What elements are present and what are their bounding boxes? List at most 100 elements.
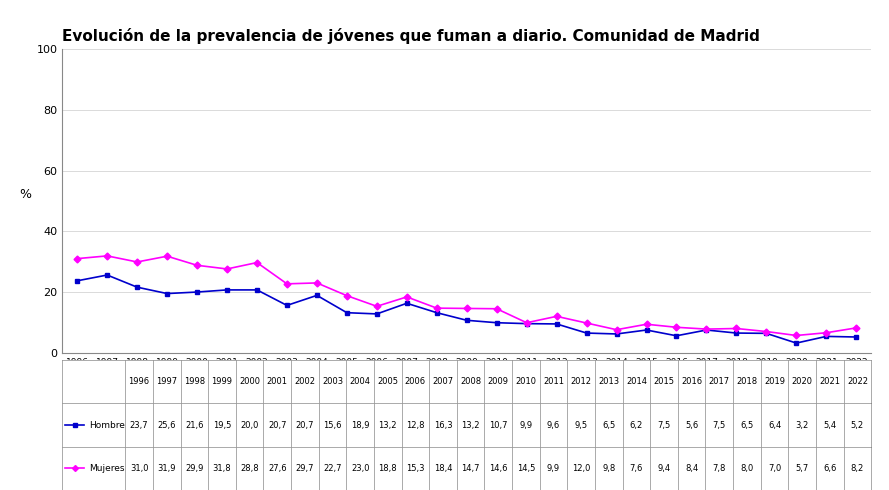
Hombres — [102, 272, 113, 278]
Text: 14,7: 14,7 — [461, 464, 480, 473]
Text: 9,4: 9,4 — [658, 464, 670, 473]
Hombres — [612, 331, 622, 337]
Mujeres — [581, 320, 592, 326]
Text: 10,7: 10,7 — [489, 420, 508, 430]
Mujeres — [102, 253, 113, 259]
Text: 18,4: 18,4 — [434, 464, 453, 473]
Text: 27,6: 27,6 — [268, 464, 286, 473]
Text: 2002: 2002 — [294, 377, 316, 386]
Text: 13,2: 13,2 — [379, 420, 397, 430]
Hombres — [701, 327, 712, 333]
Text: 19,5: 19,5 — [212, 420, 231, 430]
Mujeres — [372, 303, 382, 309]
Text: 6,4: 6,4 — [768, 420, 781, 430]
Hombres — [551, 321, 562, 327]
Text: 5,7: 5,7 — [796, 464, 809, 473]
Text: Hombres: Hombres — [89, 420, 129, 430]
Text: 16,3: 16,3 — [434, 420, 453, 430]
Text: 2007: 2007 — [432, 377, 453, 386]
Text: 8,2: 8,2 — [851, 464, 864, 473]
Text: 7,8: 7,8 — [713, 464, 726, 473]
Mujeres — [791, 333, 802, 339]
Hombres — [282, 302, 292, 308]
Text: 2005: 2005 — [377, 377, 398, 386]
Mujeres — [461, 305, 472, 311]
Hombres — [221, 287, 232, 293]
Text: 2004: 2004 — [349, 377, 371, 386]
Hombres — [821, 334, 831, 340]
Mujeres — [341, 293, 352, 298]
Text: 6,5: 6,5 — [602, 420, 615, 430]
Line: Hombres: Hombres — [75, 272, 859, 345]
Text: 31,8: 31,8 — [212, 464, 231, 473]
Text: 8,4: 8,4 — [685, 464, 698, 473]
Mujeres — [492, 306, 502, 312]
Hombres — [521, 320, 532, 326]
Text: Evolución de la prevalencia de jóvenes que fuman a diario. Comunidad de Madrid: Evolución de la prevalencia de jóvenes q… — [62, 27, 760, 44]
Mujeres — [551, 314, 562, 319]
Text: 2009: 2009 — [488, 377, 509, 386]
Text: 1996: 1996 — [129, 377, 149, 386]
Text: 3,2: 3,2 — [796, 420, 809, 430]
Text: 21,6: 21,6 — [185, 420, 204, 430]
Text: 14,6: 14,6 — [489, 464, 508, 473]
Mujeres — [282, 281, 292, 287]
Mujeres — [821, 330, 831, 336]
Text: 7,5: 7,5 — [657, 420, 670, 430]
Text: 29,7: 29,7 — [296, 464, 314, 473]
Text: 6,6: 6,6 — [823, 464, 837, 473]
Mujeres — [162, 253, 172, 259]
Text: 6,2: 6,2 — [629, 420, 643, 430]
Text: 2006: 2006 — [404, 377, 426, 386]
Text: 2003: 2003 — [322, 377, 343, 386]
Mujeres — [701, 326, 712, 332]
Hombres — [192, 289, 203, 295]
Text: 2015: 2015 — [653, 377, 675, 386]
Hombres — [492, 320, 502, 326]
Text: 1997: 1997 — [156, 377, 177, 386]
Text: 12,8: 12,8 — [406, 420, 425, 430]
Hombres — [341, 310, 352, 316]
Mujeres — [132, 259, 142, 265]
Text: 7,5: 7,5 — [713, 420, 726, 430]
Mujeres — [192, 262, 203, 268]
Text: 2000: 2000 — [239, 377, 260, 386]
Hombres — [402, 300, 412, 306]
Text: 12,0: 12,0 — [572, 464, 590, 473]
Hombres — [581, 330, 592, 336]
Text: 2008: 2008 — [461, 377, 481, 386]
Text: 23,0: 23,0 — [351, 464, 370, 473]
Text: 9,8: 9,8 — [602, 464, 615, 473]
Mujeres — [521, 320, 532, 326]
Hombres — [372, 311, 382, 317]
Text: 2013: 2013 — [598, 377, 620, 386]
Text: 28,8: 28,8 — [240, 464, 259, 473]
Hombres — [431, 310, 442, 316]
Hombres — [671, 333, 682, 339]
Text: 9,5: 9,5 — [574, 420, 588, 430]
Mujeres — [731, 325, 741, 331]
Text: 8,0: 8,0 — [741, 464, 754, 473]
Mujeres — [221, 266, 232, 272]
Mujeres — [671, 324, 682, 330]
Text: 2019: 2019 — [764, 377, 785, 386]
Text: 9,6: 9,6 — [547, 420, 560, 430]
Text: 31,9: 31,9 — [157, 464, 176, 473]
Line: Mujeres: Mujeres — [75, 253, 859, 338]
Text: 2001: 2001 — [267, 377, 288, 386]
Mujeres — [72, 256, 83, 262]
Text: 18,8: 18,8 — [379, 464, 397, 473]
Text: 1998: 1998 — [184, 377, 205, 386]
Mujeres — [252, 260, 262, 266]
Text: 18,9: 18,9 — [351, 420, 370, 430]
Text: 7,6: 7,6 — [629, 464, 643, 473]
Text: 2022: 2022 — [847, 377, 868, 386]
Text: 9,9: 9,9 — [547, 464, 560, 473]
Hombres — [132, 284, 142, 290]
Text: 2021: 2021 — [820, 377, 840, 386]
Hombres — [162, 291, 172, 296]
Text: 15,3: 15,3 — [406, 464, 425, 473]
Text: 7,0: 7,0 — [768, 464, 781, 473]
Mujeres — [761, 329, 772, 335]
Hombres — [641, 327, 652, 333]
